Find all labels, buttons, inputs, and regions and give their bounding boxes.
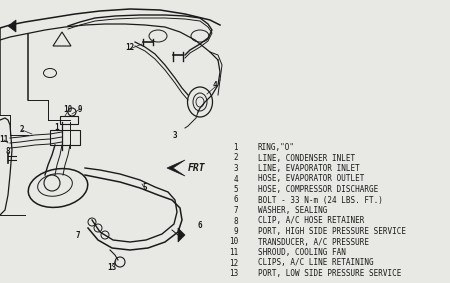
Text: 1: 1 xyxy=(55,123,59,132)
Polygon shape xyxy=(167,160,185,176)
Text: CLIP, A/C HOSE RETAINER: CLIP, A/C HOSE RETAINER xyxy=(258,216,364,226)
Text: 4: 4 xyxy=(213,80,217,89)
Text: PORT, LOW SIDE PRESSURE SERVICE: PORT, LOW SIDE PRESSURE SERVICE xyxy=(258,269,401,278)
Text: 6: 6 xyxy=(234,196,238,205)
Text: 3: 3 xyxy=(173,130,177,140)
Text: PORT, HIGH SIDE PRESSURE SERVICE: PORT, HIGH SIDE PRESSURE SERVICE xyxy=(258,227,406,236)
Polygon shape xyxy=(8,20,16,32)
Text: 5: 5 xyxy=(143,183,147,192)
Text: HOSE, COMPRESSOR DISCHARGE: HOSE, COMPRESSOR DISCHARGE xyxy=(258,185,378,194)
Polygon shape xyxy=(178,228,185,242)
Text: 13: 13 xyxy=(229,269,238,278)
Bar xyxy=(50,130,80,145)
Bar xyxy=(60,116,78,124)
Text: TRANSDUCER, A/C PRESSURE: TRANSDUCER, A/C PRESSURE xyxy=(258,237,369,246)
Text: 11: 11 xyxy=(229,248,238,257)
Text: 11: 11 xyxy=(0,136,9,145)
Text: 12: 12 xyxy=(229,258,238,267)
Text: 12: 12 xyxy=(126,44,135,53)
Text: 2: 2 xyxy=(234,153,238,162)
Text: 13: 13 xyxy=(108,263,117,273)
Text: 10: 10 xyxy=(229,237,238,246)
Text: 9: 9 xyxy=(234,227,238,236)
Text: 2: 2 xyxy=(20,125,24,134)
Text: 5: 5 xyxy=(234,185,238,194)
Text: 10: 10 xyxy=(63,106,72,115)
Text: 8: 8 xyxy=(234,216,238,226)
Text: HOSE, EVAPORATOR OUTLET: HOSE, EVAPORATOR OUTLET xyxy=(258,175,364,183)
Text: CLIPS, A/C LINE RETAINING: CLIPS, A/C LINE RETAINING xyxy=(258,258,374,267)
Text: 3: 3 xyxy=(234,164,238,173)
Text: 8: 8 xyxy=(6,147,10,156)
Text: 6: 6 xyxy=(198,220,203,230)
Text: SHROUD, COOLING FAN: SHROUD, COOLING FAN xyxy=(258,248,346,257)
Text: 7: 7 xyxy=(234,206,238,215)
Text: FRT: FRT xyxy=(188,163,206,173)
Text: 7: 7 xyxy=(76,230,80,239)
Text: LINE, EVAPORATOR INLET: LINE, EVAPORATOR INLET xyxy=(258,164,360,173)
Text: 9: 9 xyxy=(78,104,82,113)
Text: RING,"O": RING,"O" xyxy=(258,143,295,152)
Text: BOLT - 33 N-m (24 LBS. FT.): BOLT - 33 N-m (24 LBS. FT.) xyxy=(258,196,383,205)
Text: 1: 1 xyxy=(234,143,238,152)
Text: WASHER, SEALING: WASHER, SEALING xyxy=(258,206,328,215)
Text: LINE, CONDENSER INLET: LINE, CONDENSER INLET xyxy=(258,153,355,162)
Text: 4: 4 xyxy=(234,175,238,183)
